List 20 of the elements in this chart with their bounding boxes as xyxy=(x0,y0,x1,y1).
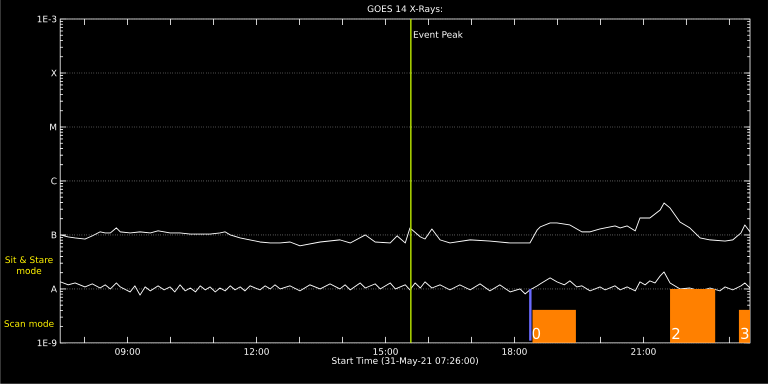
x-tick-label: 12:00 xyxy=(244,348,269,355)
ref-line-label: Event Peak xyxy=(414,30,463,38)
annotation: 3 xyxy=(741,328,748,340)
y-tick-label: M xyxy=(50,124,56,130)
annotation: 2 xyxy=(672,328,680,339)
y-tick-label: B xyxy=(52,232,56,238)
y-tick-label: 1E-9 xyxy=(38,340,56,346)
y-tick-label: C xyxy=(51,178,57,184)
y-tick-label: 1E-3 xyxy=(38,16,56,22)
x-axis-title: Start Time (31-May-21 07:26:00) xyxy=(332,357,478,366)
x-tick-label: 15:00 xyxy=(374,348,398,355)
x-tick-label: 21:00 xyxy=(631,348,656,355)
annotation: 0 xyxy=(532,328,540,340)
text: Sit & Stare mode xyxy=(5,256,53,274)
y-tick-label: X xyxy=(51,70,57,76)
x-tick-label: 18:00 xyxy=(502,348,527,355)
text: Scan mode xyxy=(4,320,54,328)
chart-title: GOES 14 X-Rays: xyxy=(368,5,442,14)
y-tick-label: A xyxy=(50,286,57,292)
x-tick-label: 09:00 xyxy=(115,348,140,355)
